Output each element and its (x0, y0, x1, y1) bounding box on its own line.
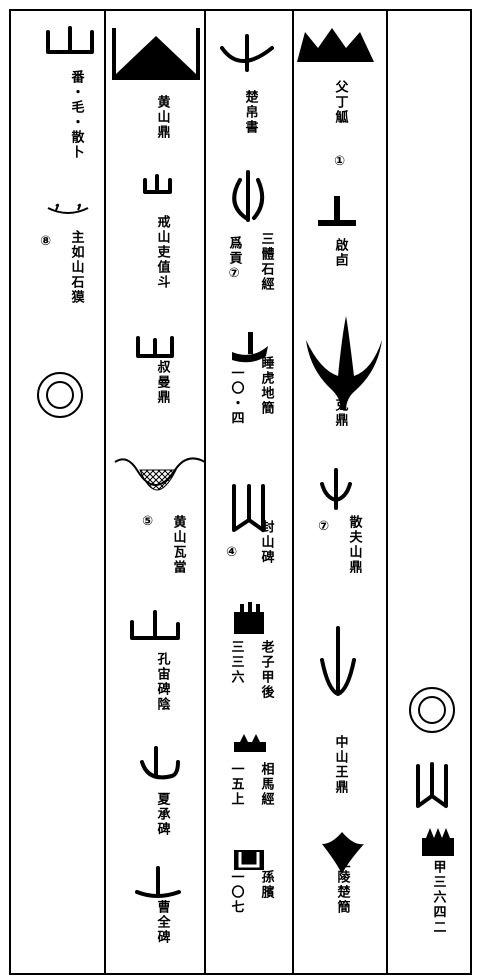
source-label: 夏承碑 (155, 792, 172, 837)
note-number: ④ (226, 545, 237, 560)
source-label: 楚帛書 (243, 89, 259, 135)
source-label: 番・毛・散卜 (69, 69, 86, 160)
source-label: 睡虎地簡 (259, 355, 276, 416)
source-label: 一〇七 (229, 870, 245, 915)
source-label: 中山王鼎 (333, 734, 349, 795)
note-number: ⑧ (40, 234, 51, 249)
source-label: 曹全碑 (155, 899, 172, 945)
source-label: 一〇・四 (229, 366, 245, 426)
labels: 番・毛・散卜 ⑧ 主如山石獏 黄山鼎 戒山吏值斗 叔曼鼎 ⑤ 黄山瓦當 孔宙碑陰… (40, 69, 446, 945)
source-label: 三三六 (229, 640, 245, 685)
source-label: 戒山吏值斗 (155, 214, 171, 290)
page-border (9, 9, 472, 975)
source-label: 啟卣 (333, 237, 349, 268)
source-label: 封山碑 (259, 519, 275, 565)
source-label: 主如山石獏 (69, 229, 86, 305)
source-label: 黄山鼎 (155, 94, 171, 140)
source-label: 老子甲後 (259, 639, 276, 700)
glyphs (37, 26, 455, 898)
source-label: 相馬經 (259, 761, 275, 807)
note-number: ⑦ (318, 519, 329, 534)
source-label: 父丁觚 (333, 80, 350, 125)
source-label: 散夫山鼎 (347, 514, 363, 575)
source-label: 孫臏 (259, 869, 275, 900)
note-number: ⑤ (142, 514, 153, 529)
source-label: 三體石經 (259, 232, 276, 292)
source-label: 江陵楚簡 (335, 854, 352, 915)
column-rules (104, 10, 388, 974)
source-label: 黄山瓦當 (171, 514, 187, 575)
note-number: ① (334, 154, 345, 169)
source-label: 甲三六四二 (431, 860, 447, 935)
source-label: 孔宙碑陰 (155, 652, 171, 712)
source-label: 一五上 (229, 762, 245, 807)
source-label: 叔曼鼎 (155, 359, 171, 405)
source-label: 爲貢⑦ (227, 235, 243, 283)
source-label: 克鼎 (333, 397, 349, 428)
